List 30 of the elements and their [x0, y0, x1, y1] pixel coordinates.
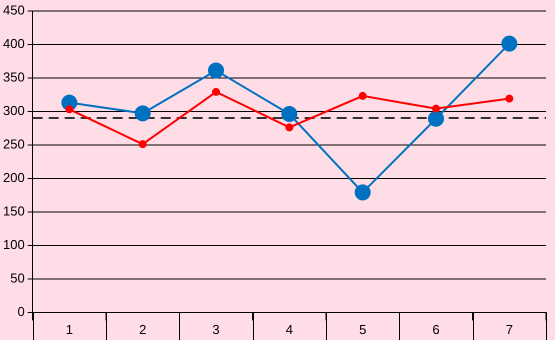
- x-tick-label: 4: [286, 322, 293, 337]
- point: [138, 140, 147, 148]
- y-tick-label: 200: [2, 170, 25, 185]
- y-tick-label: 350: [2, 69, 25, 84]
- point: [281, 106, 298, 122]
- y-tick-label: 150: [2, 203, 25, 218]
- y-tick-label: 250: [2, 136, 25, 152]
- point: [208, 62, 224, 78]
- x-tick-label: 1: [66, 322, 73, 337]
- point: [134, 105, 151, 122]
- point: [505, 94, 514, 103]
- x-tick-label: 2: [139, 322, 146, 337]
- point: [285, 123, 294, 132]
- y-tick-label: 300: [2, 102, 25, 118]
- point: [354, 184, 371, 200]
- y-tick-label: 0: [17, 304, 25, 319]
- point: [212, 88, 220, 96]
- y-tick-label: 400: [2, 36, 25, 51]
- point: [432, 104, 440, 113]
- point: [428, 110, 444, 127]
- x-tick-label: 6: [432, 322, 440, 337]
- y-tick-label: 100: [2, 236, 25, 252]
- point: [358, 92, 367, 100]
- y-tick-label: 450: [2, 2, 25, 18]
- point: [65, 105, 74, 114]
- x-tick-label: 5: [359, 322, 366, 337]
- y-tick-label: 50: [10, 270, 25, 286]
- x-tick-label: 3: [212, 322, 220, 337]
- x-tick-label: 7: [506, 322, 513, 337]
- point: [501, 36, 518, 52]
